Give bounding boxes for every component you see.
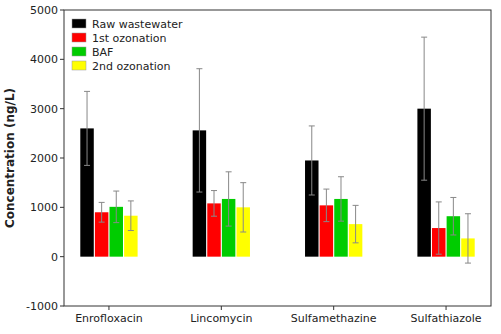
x-tick <box>108 306 109 310</box>
y-tick-label: 3000 <box>30 103 58 116</box>
error-bar <box>84 91 90 165</box>
error-bar <box>240 183 246 232</box>
y-tick <box>60 256 64 257</box>
error-bar <box>323 189 329 222</box>
error-bar <box>421 37 427 180</box>
y-tick-label: -1000 <box>26 300 58 313</box>
y-tick <box>60 158 64 159</box>
legend-label: BAF <box>92 46 113 59</box>
legend-swatch <box>72 47 86 56</box>
y-tick-label: 0 <box>51 251 58 264</box>
x-tick-label: Enrofloxacin <box>75 312 143 325</box>
error-bar <box>436 202 442 254</box>
y-axis-label: Concentration (ng/L) <box>3 88 17 228</box>
y-tick-label: 5000 <box>30 4 58 17</box>
error-bar <box>113 191 119 223</box>
error-bar <box>99 202 105 222</box>
y-tick <box>60 306 64 307</box>
legend-label: Raw wastewater <box>92 18 183 31</box>
y-tick <box>60 10 64 11</box>
error-bar <box>465 214 471 263</box>
y-tick-label: 4000 <box>30 53 58 66</box>
x-tick <box>221 306 222 310</box>
x-tick-label: Lincomycin <box>190 312 252 325</box>
x-tick-label: Sulfathiazole <box>411 312 482 325</box>
y-tick <box>60 59 64 60</box>
error-bar <box>450 197 456 234</box>
error-bar <box>226 172 232 226</box>
bars <box>80 37 474 263</box>
error-bar <box>309 126 315 195</box>
error-bar <box>128 201 134 231</box>
x-tick <box>333 306 334 310</box>
x-tick-label: Sulfamethazine <box>291 312 377 325</box>
legend-swatch <box>72 19 86 28</box>
y-tick-label: 2000 <box>30 152 58 165</box>
plot-frame <box>64 10 491 306</box>
y-tick <box>60 108 64 109</box>
y-tick <box>60 207 64 208</box>
y-tick-label: 1000 <box>30 201 58 214</box>
legend-label: 1st ozonation <box>92 32 167 45</box>
x-tick <box>446 306 447 310</box>
error-bar <box>353 205 359 242</box>
legend-label: 2nd ozonation <box>92 60 170 73</box>
legend-swatch <box>72 33 86 42</box>
error-bar <box>338 177 344 221</box>
legend: Raw wastewater1st ozonationBAF2nd ozonat… <box>72 18 183 73</box>
error-bar <box>196 69 202 192</box>
error-bar <box>211 191 217 217</box>
chart: -1000 0 1000 2000 3000 4000 5000 Concentration … <box>0 0 501 334</box>
legend-swatch <box>72 61 86 70</box>
